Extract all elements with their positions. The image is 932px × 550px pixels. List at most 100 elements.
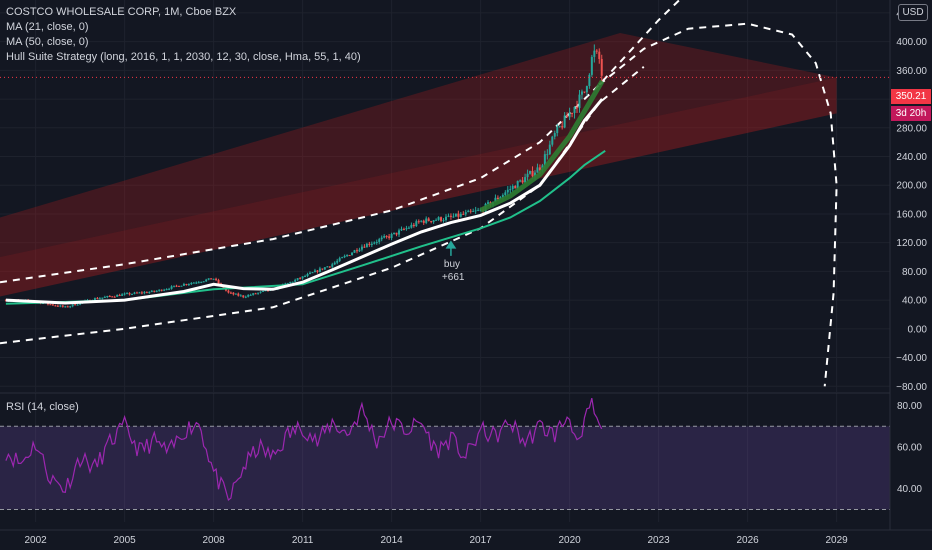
ma21-legend: MA (21, close, 0)	[6, 21, 89, 33]
candle-body	[138, 292, 141, 294]
price-tick-label: 200.00	[896, 181, 927, 192]
candle-body	[257, 292, 260, 294]
candle-body	[103, 296, 106, 298]
price-tick-label: 400.00	[896, 37, 927, 48]
candle-body	[580, 91, 583, 95]
candle-body	[422, 220, 425, 223]
candle-body	[526, 173, 529, 178]
candle-body	[264, 290, 267, 292]
candle-body	[202, 281, 205, 283]
countdown-badge: 3d 20h	[891, 106, 931, 121]
candle-body	[259, 291, 262, 293]
candle-body	[313, 270, 316, 273]
candle-body	[494, 197, 497, 202]
ma50-line	[5, 149, 606, 305]
candle-body	[168, 288, 171, 290]
candle-body	[321, 268, 324, 270]
candle-body	[378, 239, 381, 242]
candle-body	[140, 292, 143, 294]
price-tick-label: 0.00	[908, 324, 928, 335]
candle-body	[333, 262, 336, 265]
candle-body	[133, 292, 136, 294]
candle-body	[595, 50, 598, 52]
candle-body	[427, 218, 430, 222]
candle-body	[521, 180, 524, 183]
candle-body	[296, 278, 299, 280]
candle-body	[190, 283, 193, 285]
candle-body	[244, 296, 247, 298]
candle-body	[383, 236, 386, 238]
candle-body	[353, 250, 356, 253]
candle-body	[514, 185, 517, 189]
candle-body	[101, 297, 104, 299]
candle-body	[200, 281, 203, 283]
candle-body	[316, 270, 319, 272]
currency-button[interactable]: USD	[898, 4, 928, 21]
candle-body	[185, 284, 188, 286]
candle-body	[553, 133, 556, 137]
candle-body	[437, 217, 440, 220]
candle-body	[69, 306, 72, 308]
candle-body	[447, 215, 450, 217]
time-tick-label: 2017	[469, 535, 492, 546]
candle-body	[556, 126, 559, 134]
price-tick-label: 240.00	[896, 152, 927, 163]
candle-body	[309, 272, 312, 274]
candle-body	[158, 289, 161, 291]
candle-body	[501, 195, 504, 198]
price-tick-label: 40.00	[902, 296, 927, 307]
candle-body	[516, 180, 519, 189]
candle-body	[210, 278, 213, 280]
candle-body	[180, 285, 183, 287]
candle-body	[74, 304, 77, 306]
candle-body	[368, 243, 371, 245]
price-pane[interactable]: buy +661	[0, 0, 890, 387]
candle-body	[360, 246, 363, 250]
candle-body	[454, 213, 457, 217]
candle-body	[121, 294, 124, 296]
candle-body	[148, 291, 151, 293]
candle-body	[326, 266, 329, 268]
candle-body	[56, 305, 59, 307]
candle-body	[563, 115, 566, 128]
candle-body	[108, 296, 111, 298]
candle-body	[232, 292, 235, 295]
candle-body	[551, 136, 554, 145]
candle-body	[566, 115, 569, 118]
candle-body	[533, 172, 536, 177]
candle-body	[301, 276, 304, 279]
candle-body	[165, 289, 168, 291]
candle-body	[289, 281, 292, 284]
candle-body	[341, 257, 344, 259]
candle-body	[145, 292, 148, 294]
candle-body	[237, 293, 240, 296]
time-tick-label: 2002	[24, 535, 47, 546]
candle-body	[600, 58, 603, 76]
candle-body	[51, 304, 54, 306]
dashed-arc-curve	[598, 22, 838, 387]
candle-body	[412, 224, 415, 226]
candle-body	[71, 304, 74, 307]
time-tick-label: 2011	[292, 535, 314, 546]
candle-body	[54, 305, 57, 307]
candle-body	[365, 243, 368, 248]
candle-body	[452, 216, 455, 218]
candle-body	[252, 293, 255, 295]
candle-body	[239, 295, 242, 297]
price-tick-label: 80.00	[902, 267, 927, 278]
candle-body	[385, 236, 388, 238]
candle-body	[242, 295, 245, 298]
price-tick-label: 160.00	[896, 209, 927, 220]
candle-body	[576, 106, 579, 109]
candle-body	[358, 249, 361, 252]
candle-body	[111, 296, 114, 298]
rsi-pane[interactable]	[0, 392, 932, 511]
candle-body	[496, 197, 499, 200]
grid	[0, 0, 890, 522]
candle-body	[469, 210, 472, 212]
rsi-tick-label: 40.00	[897, 484, 922, 495]
candle-body	[336, 260, 339, 263]
candle-body	[338, 258, 341, 261]
candle-body	[442, 220, 445, 222]
